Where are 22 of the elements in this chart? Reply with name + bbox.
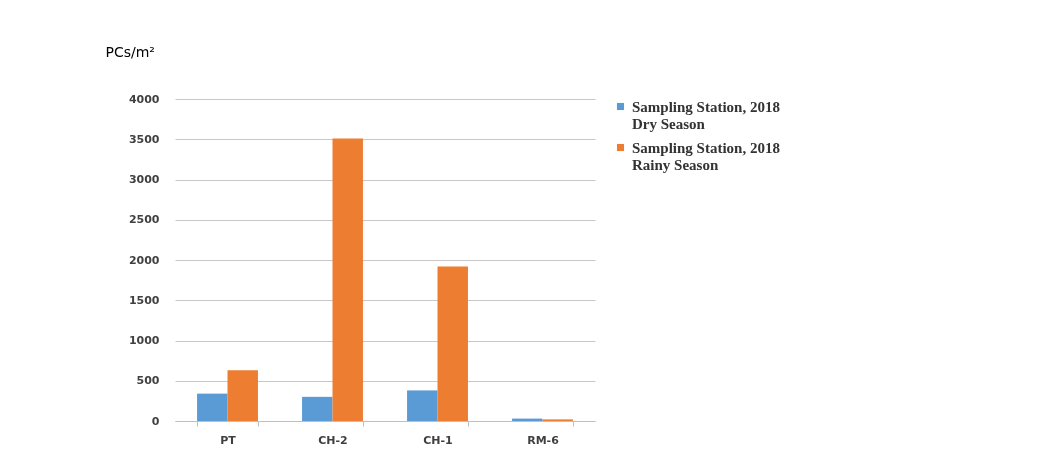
y-tick-label: 4000: [128, 92, 160, 106]
bar: [302, 396, 333, 421]
y-tick-label: 1000: [128, 334, 160, 347]
x-tick-label: CH-1: [423, 433, 453, 447]
y-tick-label: 0: [151, 414, 160, 428]
y-tick-label: 3000: [128, 173, 160, 186]
y-tick-label: 2000: [128, 253, 160, 267]
y-axis-title: PCs/m²: [105, 43, 155, 60]
bar: [332, 138, 363, 421]
x-tick-label: RM-6: [527, 433, 560, 447]
x-tick-label: CH-2: [318, 433, 348, 447]
y-tick-label: 2500: [128, 213, 160, 227]
y-tick-label: 500: [136, 374, 160, 388]
y-tick-label: 3500: [128, 132, 160, 146]
bar: [227, 370, 258, 421]
y-tick-label: 1500: [128, 293, 160, 307]
legend-label: Sampling Station, 2018 Dry Season: [632, 98, 780, 132]
bar: [197, 393, 228, 421]
x-tick-label: PT: [220, 433, 237, 447]
legend-label: Sampling Station, 2018 Rainy Season: [632, 139, 780, 173]
bar: [437, 266, 468, 421]
bar: [407, 390, 438, 421]
